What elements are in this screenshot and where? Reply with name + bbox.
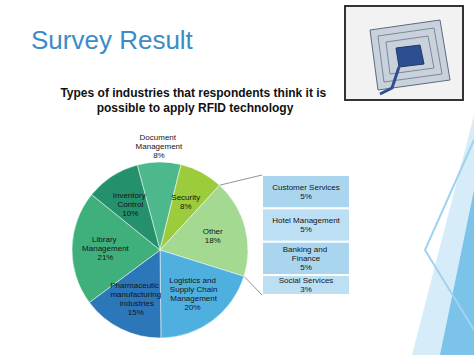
svg-text:Finance: Finance	[292, 254, 321, 263]
svg-text:5%: 5%	[300, 263, 312, 272]
svg-text:Banking and: Banking and	[283, 245, 330, 254]
svg-text:possible to apply RFID technol: possible to apply RFID technology	[97, 101, 294, 115]
svg-text:5%: 5%	[300, 192, 312, 201]
svg-text:15%: 15%	[128, 308, 144, 317]
svg-text:Library: Library	[92, 235, 119, 244]
svg-text:Types of industries that respo: Types of industries that respondents thi…	[60, 86, 329, 100]
svg-text:21%: 21%	[97, 253, 113, 262]
svg-text:Management: Management	[168, 294, 218, 303]
svg-text:18%: 18%	[205, 236, 221, 245]
svg-text:Other: Other	[203, 227, 223, 236]
svg-text:Logistics and: Logistics and	[169, 276, 216, 285]
svg-text:5%: 5%	[300, 225, 312, 234]
svg-text:8%: 8%	[153, 151, 165, 160]
svg-text:Inventory: Inventory	[113, 191, 148, 200]
svg-text:8%: 8%	[180, 202, 192, 211]
svg-text:Pharmaceutic: Pharmaceutic	[110, 281, 161, 290]
svg-text:Control: Control	[117, 200, 143, 209]
svg-text:3%: 3%	[300, 285, 312, 294]
svg-text:industries: industries	[118, 299, 154, 308]
svg-text:Management: Management	[82, 244, 129, 253]
svg-text:Document: Document	[140, 133, 179, 142]
svg-text:Social Services: Social Services	[279, 276, 334, 285]
svg-text:Security: Security	[171, 193, 200, 202]
svg-text:20%: 20%	[185, 303, 201, 312]
svg-text:Survey Result: Survey Result	[31, 25, 194, 55]
svg-text:Hotel Management: Hotel Management	[272, 216, 340, 225]
svg-text:10%: 10%	[122, 209, 138, 218]
svg-text:Supply Chain: Supply Chain	[168, 285, 218, 294]
svg-text:manufacturing: manufacturing	[110, 290, 161, 299]
svg-text:Customer Services: Customer Services	[272, 183, 340, 192]
svg-text:Management: Management	[136, 142, 183, 151]
